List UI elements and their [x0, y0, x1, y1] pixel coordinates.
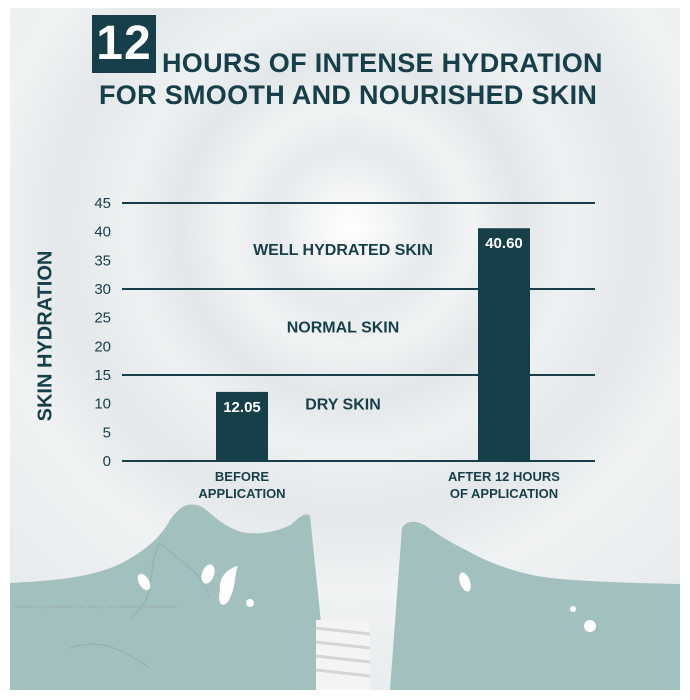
x-category-label: AFTER 12 HOURS OF APPLICATION — [448, 469, 560, 501]
zone-label: WELL HYDRATED SKIN — [253, 242, 433, 259]
milk-drop-4 — [459, 572, 471, 592]
milk-drop-5 — [584, 620, 596, 632]
bar-value-label: 12.05 — [223, 399, 261, 416]
y-tick-label: 35 — [94, 252, 111, 269]
bottle-threads — [315, 626, 371, 678]
y-tick-label: 45 — [94, 195, 111, 212]
skin-right — [390, 521, 680, 690]
milk-drop-2 — [137, 573, 151, 591]
title-line-2: FOR SMOOTH AND NOURISHED SKIN — [99, 80, 598, 110]
footnote: PORTA DE FILE | CLINIMETRIC STUDY PHOTO … — [14, 604, 178, 609]
zone-label: NORMAL SKIN — [287, 319, 400, 336]
bar-0 — [216, 391, 268, 461]
skin-left — [10, 504, 328, 690]
y-tick-label: 20 — [94, 338, 111, 355]
milk-drop-3 — [246, 599, 254, 607]
y-tick-label: 15 — [94, 367, 111, 384]
x-category-label: BEFORE APPLICATION — [198, 469, 285, 501]
title-block: 12 HOURS OF INTENSE HYDRATION FOR SMOOTH… — [10, 8, 680, 118]
y-tick-label: 25 — [94, 310, 111, 327]
zone-label: DRY SKIN — [305, 397, 381, 414]
milk-splash-1 — [219, 566, 238, 605]
y-tick-label: 5 — [103, 424, 111, 441]
y-tick-label: 0 — [103, 453, 111, 470]
title-number-badge: 12 — [92, 15, 156, 73]
skin-crack — [69, 542, 211, 669]
y-tick-label: 10 — [94, 396, 111, 413]
milk-drop-1 — [201, 564, 215, 584]
bar-1 — [478, 228, 530, 461]
infographic: 12 HOURS OF INTENSE HYDRATION FOR SMOOTH… — [10, 8, 680, 690]
skin-illustration — [10, 504, 680, 690]
milk-drop-6 — [570, 606, 576, 612]
bar-value-label: 40.60 — [485, 235, 523, 252]
y-tick-label: 40 — [94, 224, 111, 241]
title-line-1: HOURS OF INTENSE HYDRATION — [162, 48, 603, 78]
y-tick-label: 30 — [94, 281, 111, 298]
hydration-chart: 0 5 10 15 20 25 30 35 40 45 DRY SKIN NORMAL SKIN WE… — [10, 195, 680, 690]
